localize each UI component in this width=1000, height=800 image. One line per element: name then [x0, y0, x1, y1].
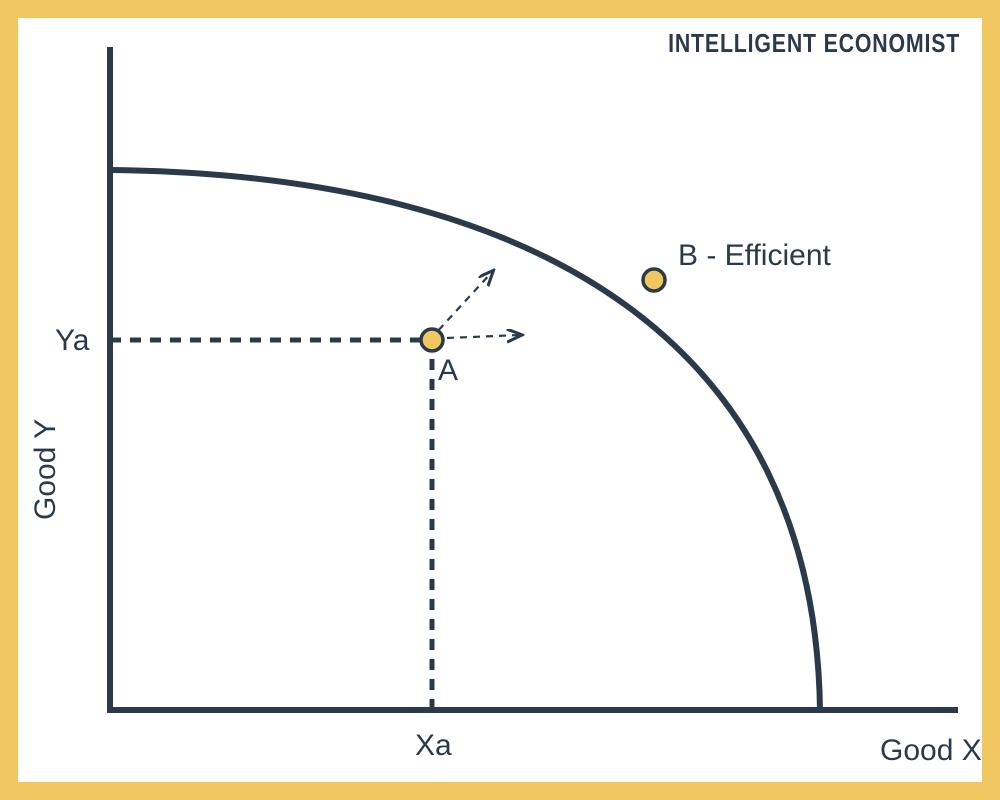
brand-logo-text: INTELLIGENT ECONOMIST — [668, 28, 960, 59]
point-b-label: B - Efficient — [678, 239, 832, 272]
ppf-diagram-svg: A B - Efficient Xa Ya Good X Good Y — [0, 0, 1000, 800]
diagram-frame: A B - Efficient Xa Ya Good X Good Y INTE… — [0, 0, 1000, 800]
point-b — [643, 269, 665, 291]
outer-border — [9, 9, 991, 791]
x-axis-label: Good X — [880, 734, 982, 767]
arrow-upright-icon — [439, 272, 492, 330]
y-axis-label: Good Y — [29, 419, 62, 520]
y-tick-label-ya: Ya — [55, 324, 90, 357]
x-tick-label-xa: Xa — [415, 729, 452, 762]
arrow-right-icon — [447, 335, 520, 338]
point-a-label: A — [438, 354, 458, 387]
point-a — [421, 329, 443, 351]
